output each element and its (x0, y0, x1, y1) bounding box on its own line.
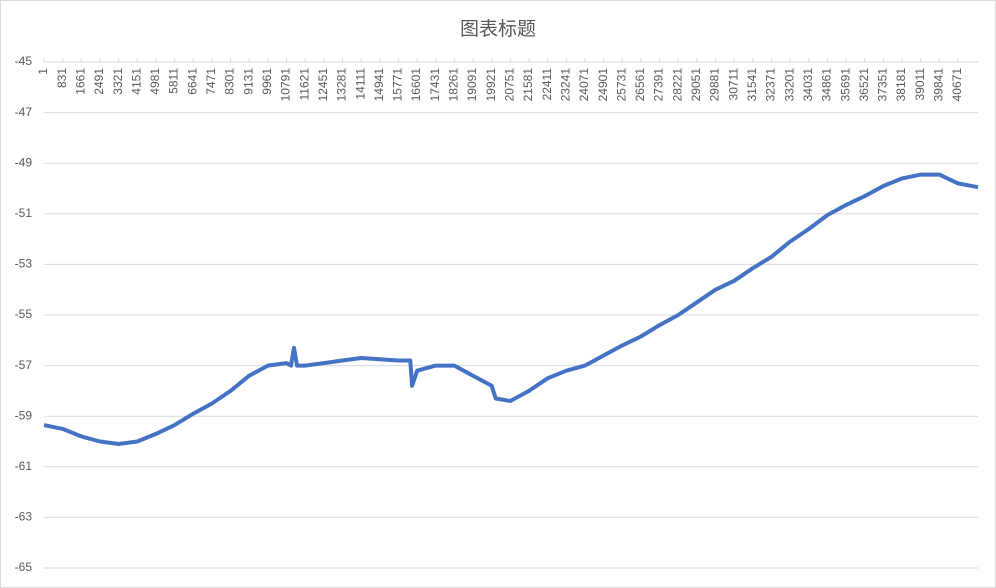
x-tick-label: 14941 (372, 68, 386, 102)
y-tick-label: -49 (15, 155, 33, 169)
y-tick-label: -61 (15, 459, 33, 473)
x-tick-label: 26561 (633, 68, 647, 102)
x-tick-label: 831 (55, 68, 69, 88)
x-tick-label: 28221 (670, 68, 684, 102)
x-tick-label: 17431 (428, 68, 442, 102)
x-tick-label: 40671 (950, 68, 964, 102)
x-tick-label: 24901 (596, 68, 610, 102)
x-tick-label: 4981 (148, 68, 162, 95)
x-tick-label: 34861 (820, 68, 834, 102)
y-tick-label: -65 (15, 560, 33, 574)
y-tick-label: -55 (15, 307, 33, 321)
x-tick-label: 9961 (260, 68, 274, 95)
x-tick-label: 6641 (185, 68, 199, 95)
x-tick-label: 1 (36, 68, 50, 75)
data-line (43, 172, 979, 446)
x-tick-label: 22411 (540, 68, 554, 101)
x-tick-label: 15771 (391, 68, 405, 102)
x-tick-label: 10791 (279, 68, 293, 102)
x-tick-label: 33201 (782, 68, 796, 102)
x-tick-label: 14111 (353, 68, 367, 100)
y-tick-label: -53 (15, 257, 33, 271)
x-tick-label: 31541 (745, 68, 759, 102)
x-tick-label: 11621 (297, 68, 311, 101)
x-tick-label: 34031 (801, 68, 815, 102)
x-tick-label: 8301 (223, 68, 237, 95)
x-tick-label: 38181 (894, 68, 908, 102)
y-tick-label: -47 (15, 105, 33, 119)
x-tick-label: 29881 (708, 68, 722, 102)
y-tick-label: -45 (15, 54, 33, 68)
x-tick-label: 35691 (838, 68, 852, 102)
x-tick-label: 19921 (484, 68, 498, 102)
x-tick-label: 39841 (932, 68, 946, 102)
y-tick-label: -51 (15, 206, 33, 220)
x-tick-label: 12451 (316, 68, 330, 102)
x-tick-label: 39011 (913, 68, 927, 101)
x-tick-label: 2491 (92, 68, 106, 95)
x-tick-label: 4151 (129, 68, 143, 95)
x-tick-label: 32371 (764, 68, 778, 102)
x-tick-label: 25731 (614, 68, 628, 102)
x-tick-label: 9131 (241, 68, 255, 95)
x-tick-label: 18261 (447, 68, 461, 102)
x-tick-label: 30711 (726, 68, 740, 101)
x-tick-label: 20751 (503, 68, 517, 102)
x-tick-label: 3321 (111, 68, 125, 95)
y-tick-label: -63 (15, 510, 33, 524)
x-tick-label: 23241 (558, 68, 572, 102)
x-tick-label: 7471 (204, 68, 218, 95)
y-tick-label: -57 (15, 358, 33, 372)
x-tick-label: 36521 (857, 68, 871, 102)
x-tick-label: 21581 (521, 68, 535, 102)
x-tick-label: 24071 (577, 68, 591, 102)
x-tick-label: 19091 (465, 68, 479, 102)
chart-title: 图表标题 (460, 18, 536, 40)
x-tick-label: 13281 (335, 68, 349, 102)
x-tick-label: 1661 (73, 68, 87, 95)
x-tick-label: 27391 (652, 68, 666, 102)
x-tick-label: 37351 (876, 68, 890, 102)
x-tick-label: 5811 (167, 68, 181, 94)
y-tick-label: -59 (15, 408, 33, 422)
x-tick-label: 29051 (689, 68, 703, 102)
x-tick-label: 16601 (409, 68, 423, 102)
